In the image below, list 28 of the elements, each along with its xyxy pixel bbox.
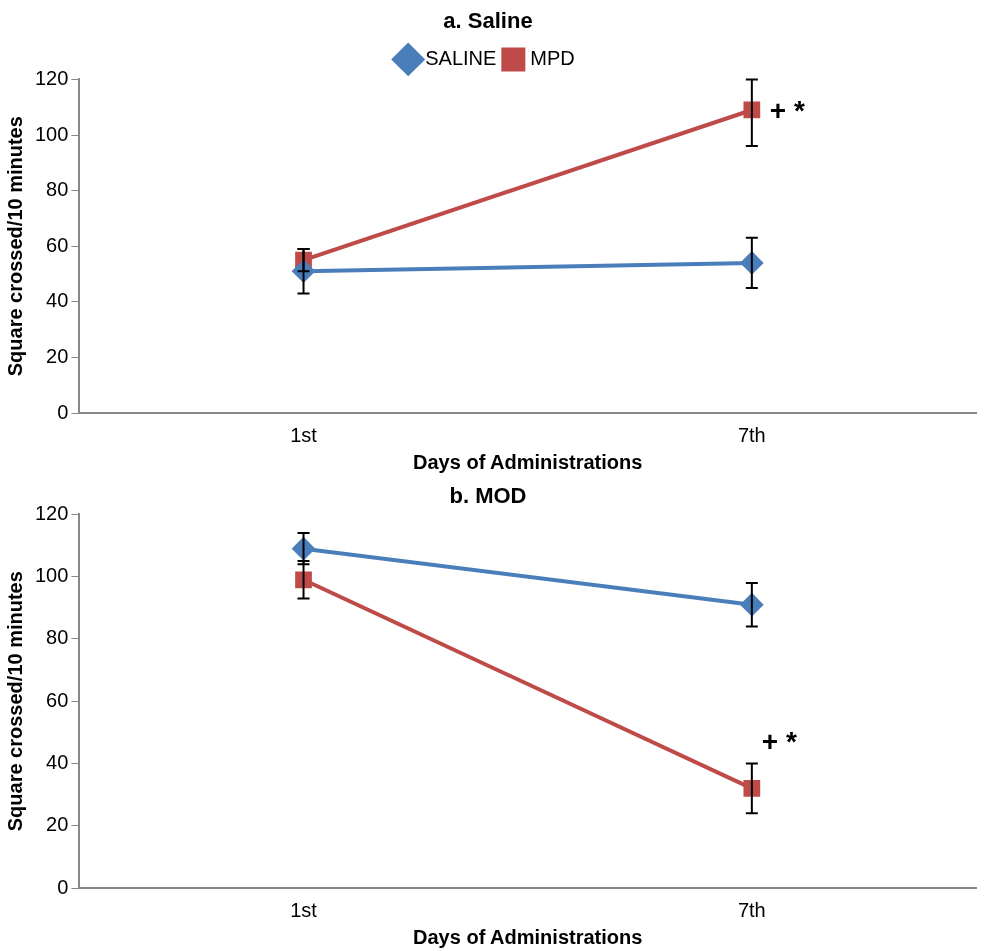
x-tick-label: 1st xyxy=(290,423,318,446)
x-tick-label: 1st xyxy=(290,898,318,921)
annotation: + * xyxy=(769,95,805,127)
x-tick-label: 7th xyxy=(737,423,766,446)
annotation: + * xyxy=(761,726,797,758)
y-tick-label: 20 xyxy=(46,813,69,836)
legend-label: SALINE xyxy=(425,46,497,69)
y-tick-label: 120 xyxy=(34,501,69,524)
y-tick-label: 80 xyxy=(46,626,69,649)
y-axis-title: Square crossed/10 minutes xyxy=(3,116,26,377)
y-tick-label: 0 xyxy=(57,400,69,423)
y-tick-label: 20 xyxy=(46,344,69,367)
y-tick-label: 100 xyxy=(34,122,69,145)
y-tick-label: 120 xyxy=(34,66,69,89)
x-axis-title: Days of Administrations xyxy=(413,450,643,473)
y-tick-label: 80 xyxy=(46,178,69,201)
x-axis-title: Days of Administrations xyxy=(413,925,643,948)
y-tick-label: 100 xyxy=(34,564,69,587)
y-tick-label: 40 xyxy=(46,750,69,773)
legend-label: MPD xyxy=(530,46,575,69)
chart-title: b. MOD xyxy=(449,483,527,509)
y-axis-title: Square crossed/10 minutes xyxy=(3,571,26,832)
y-tick-label: 0 xyxy=(57,875,69,898)
y-tick-label: 60 xyxy=(46,233,69,256)
chart-title: a. Saline xyxy=(443,8,533,34)
x-tick-label: 7th xyxy=(737,898,766,921)
y-tick-label: 60 xyxy=(46,688,69,711)
y-tick-label: 40 xyxy=(46,289,69,312)
